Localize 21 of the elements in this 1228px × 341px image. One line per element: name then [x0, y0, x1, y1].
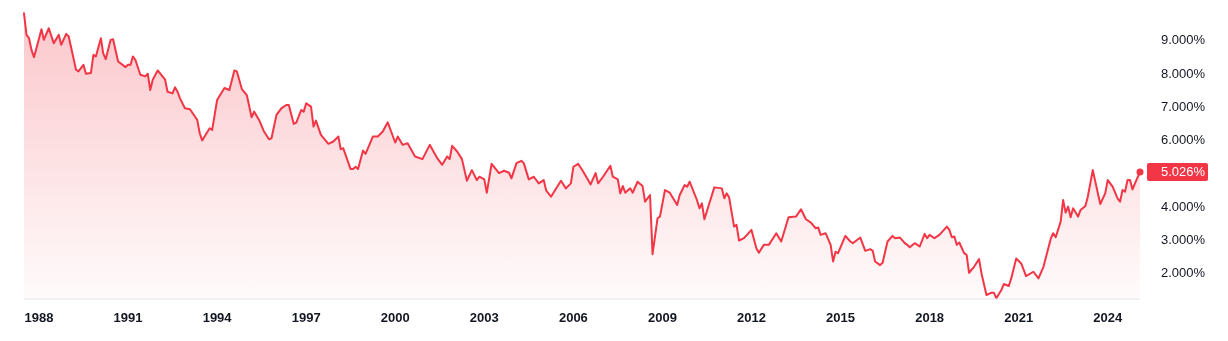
y-tick-label: 2.000% [1160, 264, 1206, 280]
x-tick-label: 2024 [1093, 310, 1123, 325]
y-tick-label: 3.000% [1160, 231, 1206, 247]
x-tick-label: 1988 [24, 310, 54, 325]
x-tick-label: 2009 [648, 310, 677, 325]
x-tick-label: 2006 [558, 310, 588, 325]
x-tick-label: 1994 [202, 310, 233, 325]
x-tick-label: 1991 [113, 310, 143, 325]
x-tick-label: 2012 [737, 310, 766, 325]
x-tick-label: 2015 [826, 310, 856, 325]
x-tick-label: 1997 [291, 310, 321, 325]
x-tick-label: 2021 [1004, 310, 1034, 325]
y-tick-label: 6.000% [1160, 132, 1206, 148]
x-tick-label: 2018 [915, 310, 945, 325]
y-tick-label: 9.000% [1160, 32, 1206, 48]
annotation: 5.026% [1160, 164, 1206, 180]
x-tick-label: 2000 [380, 310, 410, 325]
y-tick-label: 8.000% [1160, 65, 1206, 81]
y-tick-label: 4.000% [1160, 198, 1206, 214]
x-tick-label: 2003 [469, 310, 499, 325]
y-tick-label: 7.000% [1160, 98, 1206, 114]
